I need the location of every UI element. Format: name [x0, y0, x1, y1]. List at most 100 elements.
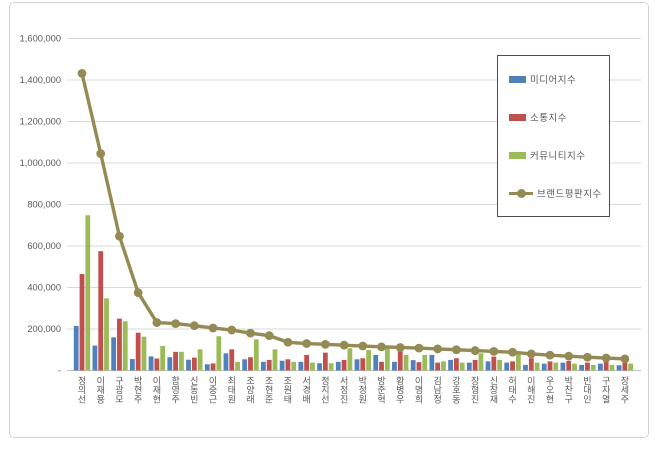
y-tick-label: 200,000	[27, 324, 61, 334]
bar-소통지수-장형진	[472, 359, 478, 371]
brand-index-marker-구자열	[601, 353, 611, 363]
y-tick-label: 1,000,000	[20, 158, 61, 168]
y-tick-label: 1,200,000	[20, 117, 61, 127]
bar-소통지수-김남정	[435, 362, 441, 371]
bar-소통지수-박정원	[360, 358, 366, 371]
bar-미디어지수-신동빈	[186, 359, 191, 371]
bar-커뮤니티지수-정의선	[85, 215, 91, 371]
bar-커뮤니티지수-구자열	[609, 364, 615, 371]
bar-소통지수-서경배	[304, 354, 310, 371]
bar-커뮤니티지수-이명희	[422, 354, 428, 371]
brand-index-marker-강호동	[452, 345, 461, 355]
bar-미디어지수-최태원	[223, 353, 229, 371]
brand-index-marker-장형진	[470, 346, 480, 355]
brand-index-marker-서정진	[339, 340, 349, 350]
legend-swatch-line-marker	[509, 188, 533, 198]
bar-미디어지수-정지선	[317, 363, 322, 371]
legend-swatch-bar	[509, 151, 526, 159]
legend-swatch-bar	[509, 75, 526, 83]
brand-index-marker-허태수	[508, 347, 517, 357]
y-tick-label: 800,000	[27, 200, 61, 210]
bar-미디어지수-우오현	[541, 363, 547, 371]
y-tick-label: 1,400,000	[20, 75, 61, 85]
bar-커뮤니티지수-신동빈	[197, 349, 203, 371]
brand-index-marker-함영주	[171, 319, 181, 329]
bar-소통지수-정의선	[79, 274, 85, 371]
brand-index-marker-구광모	[115, 231, 124, 241]
brand-index-marker-박현주	[133, 288, 143, 298]
brand-index-marker-정의선	[77, 68, 87, 78]
legend-item-2: 커뮤니티지수	[509, 148, 609, 162]
y-tick-label: 400,000	[27, 283, 61, 293]
bar-소통지수-이해진	[528, 358, 534, 371]
bar-미디어지수-김남정	[429, 354, 435, 371]
bar-미디어지수-황병우	[392, 361, 397, 371]
bar-소통지수-방준혁	[379, 361, 384, 371]
bar-미디어지수-빈대인	[579, 364, 585, 371]
legend-line-dot	[517, 188, 526, 198]
bar-커뮤니티지수-방준혁	[384, 348, 390, 371]
bar-소통지수-황병우	[397, 349, 403, 371]
brand-index-marker-김남정	[433, 344, 443, 354]
bar-소통지수-조원태	[285, 359, 291, 371]
bar-미디어지수-장세주	[616, 365, 622, 371]
bar-커뮤니티지수-구광모	[122, 321, 128, 371]
bar-미디어지수-구광모	[111, 337, 117, 371]
bar-커뮤니티지수-황병우	[403, 354, 409, 371]
brand-index-marker-서경배	[302, 339, 312, 348]
brand-index-marker-박찬구	[564, 351, 574, 361]
bar-소통지수-장세주	[622, 362, 628, 371]
bar-미디어지수-조현준	[261, 361, 266, 371]
brand-index-marker-조현준	[264, 331, 274, 341]
brand-index-marker-조양래	[246, 328, 255, 338]
bar-소통지수-신창재	[491, 356, 497, 371]
bar-소통지수-강호동	[454, 358, 459, 371]
bar-소통지수-조양래	[248, 357, 253, 371]
legend-swatch-bar	[509, 113, 526, 121]
bar-미디어지수-구자열	[597, 363, 603, 371]
legend-label: 소통지수	[530, 113, 567, 124]
bar-커뮤니티지수-이해진	[534, 362, 540, 371]
bar-미디어지수-서정진	[335, 361, 341, 371]
bar-미디어지수-장형진	[466, 362, 472, 371]
brand-index-marker-이중근	[208, 323, 218, 333]
bar-소통지수-최태원	[229, 349, 235, 371]
brand-index-marker-방준혁	[377, 342, 386, 352]
bar-미디어지수-이명희	[410, 360, 416, 371]
brand-index-marker-박정원	[358, 341, 368, 351]
bar-소통지수-이명희	[416, 362, 422, 371]
legend: 미디어지수 소통지수 커뮤니티지수 브랜드평판지수	[497, 55, 610, 217]
brand-index-marker-이명희	[414, 343, 424, 353]
y-tick-label: -	[58, 366, 61, 376]
bar-미디어지수-이재용	[92, 345, 98, 371]
bar-미디어지수-박정원	[354, 359, 360, 371]
legend-item-1: 소통지수	[509, 110, 609, 124]
brand-index-marker-신동빈	[189, 321, 199, 331]
brand-index-marker-장세주	[620, 354, 630, 364]
legend-label: 브랜드평판지수	[537, 189, 602, 200]
bar-미디어지수-조양래	[242, 359, 248, 371]
bar-커뮤니티지수-서정진	[347, 348, 353, 371]
bar-미디어지수-서경배	[298, 361, 304, 371]
bar-커뮤니티지수-박정원	[366, 349, 371, 371]
bar-미디어지수-함영주	[167, 357, 173, 371]
bar-커뮤니티지수-빈대인	[590, 364, 596, 371]
bar-커뮤니티지수-이중근	[216, 336, 222, 371]
